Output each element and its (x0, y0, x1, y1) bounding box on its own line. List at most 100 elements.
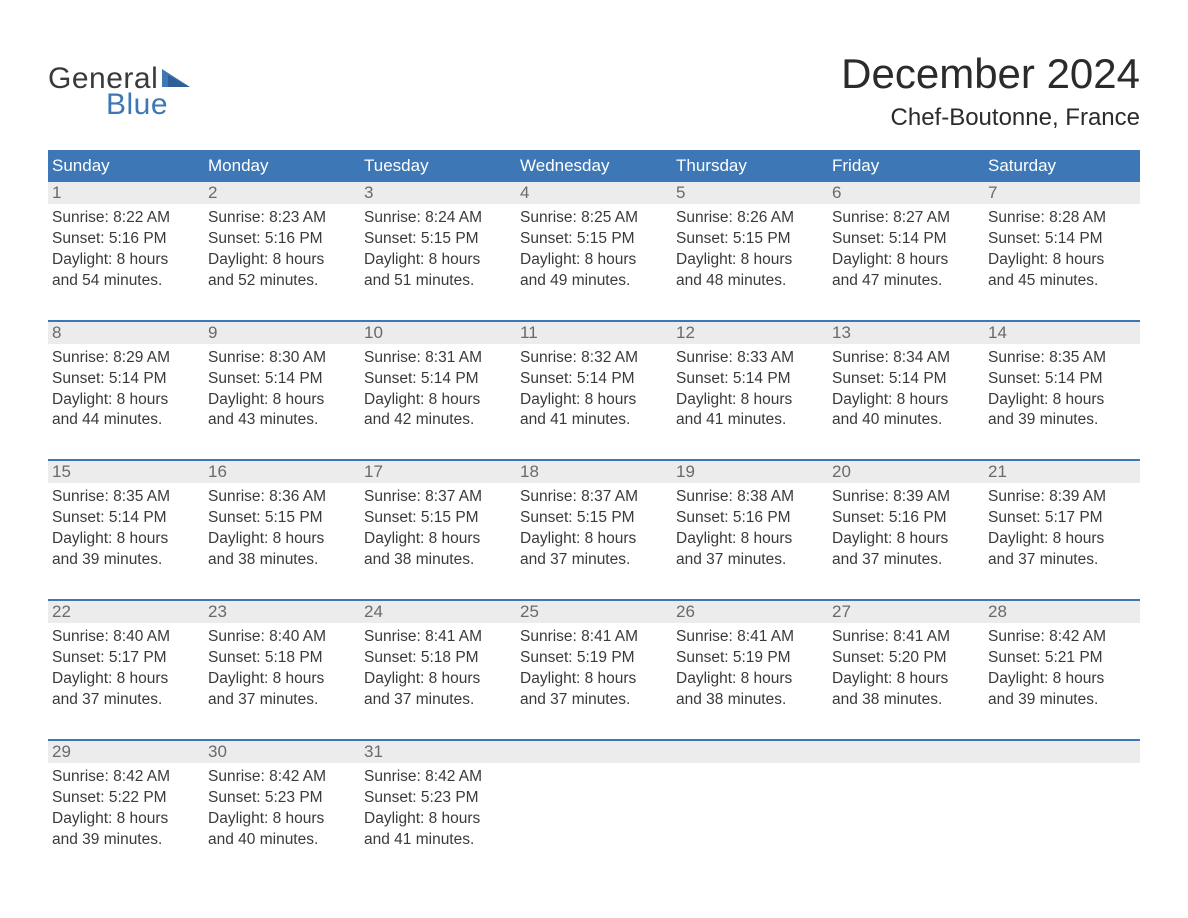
day-number: 30 (204, 741, 360, 763)
day-cell: Sunrise: 8:40 AMSunset: 5:17 PMDaylight:… (48, 623, 204, 740)
sunset-text: Sunset: 5:15 PM (520, 508, 668, 529)
daylight-text-2: and 38 minutes. (364, 550, 512, 571)
day-cell: Sunrise: 8:41 AMSunset: 5:19 PMDaylight:… (672, 623, 828, 740)
daylight-text-2: and 39 minutes. (52, 830, 200, 851)
day-cell: Sunrise: 8:29 AMSunset: 5:14 PMDaylight:… (48, 344, 204, 461)
daylight-text-1: Daylight: 8 hours (832, 390, 980, 411)
day-cell: Sunrise: 8:27 AMSunset: 5:14 PMDaylight:… (828, 204, 984, 321)
sunrise-text: Sunrise: 8:37 AM (364, 487, 512, 508)
day-cell: Sunrise: 8:42 AMSunset: 5:22 PMDaylight:… (48, 763, 204, 861)
day-number: 21 (984, 461, 1140, 483)
sunrise-text: Sunrise: 8:37 AM (520, 487, 668, 508)
daylight-text-2: and 40 minutes. (208, 830, 356, 851)
daylight-text-1: Daylight: 8 hours (832, 529, 980, 550)
sunset-text: Sunset: 5:14 PM (208, 369, 356, 390)
daylight-text-2: and 42 minutes. (364, 410, 512, 431)
day-cell: Sunrise: 8:33 AMSunset: 5:14 PMDaylight:… (672, 344, 828, 461)
sunrise-text: Sunrise: 8:42 AM (988, 627, 1136, 648)
day-number (828, 741, 984, 763)
logo-text-bottom: Blue (106, 88, 190, 122)
daylight-text-2: and 54 minutes. (52, 271, 200, 292)
calendar-table: Sunday Monday Tuesday Wednesday Thursday… (48, 150, 1140, 860)
day-number: 9 (204, 322, 360, 344)
day-data-row: Sunrise: 8:42 AMSunset: 5:22 PMDaylight:… (48, 763, 1140, 861)
daynum-row: 891011121314 (48, 322, 1140, 344)
daylight-text-2: and 48 minutes. (676, 271, 824, 292)
day-number (672, 741, 828, 763)
sunset-text: Sunset: 5:23 PM (208, 788, 356, 809)
day-cell: Sunrise: 8:40 AMSunset: 5:18 PMDaylight:… (204, 623, 360, 740)
day-number: 16 (204, 461, 360, 483)
sunset-text: Sunset: 5:14 PM (988, 229, 1136, 250)
sunrise-text: Sunrise: 8:27 AM (832, 208, 980, 229)
day-number: 22 (48, 601, 204, 623)
day-data-row: Sunrise: 8:40 AMSunset: 5:17 PMDaylight:… (48, 623, 1140, 740)
col-monday: Monday (204, 150, 360, 182)
sunrise-text: Sunrise: 8:38 AM (676, 487, 824, 508)
col-wednesday: Wednesday (516, 150, 672, 182)
day-cell (984, 763, 1140, 861)
day-cell: Sunrise: 8:31 AMSunset: 5:14 PMDaylight:… (360, 344, 516, 461)
day-cell: Sunrise: 8:26 AMSunset: 5:15 PMDaylight:… (672, 204, 828, 321)
day-data-row: Sunrise: 8:22 AMSunset: 5:16 PMDaylight:… (48, 204, 1140, 321)
daylight-text-2: and 49 minutes. (520, 271, 668, 292)
sunrise-text: Sunrise: 8:41 AM (364, 627, 512, 648)
day-number: 11 (516, 322, 672, 344)
day-data-row: Sunrise: 8:35 AMSunset: 5:14 PMDaylight:… (48, 483, 1140, 600)
daylight-text-1: Daylight: 8 hours (52, 529, 200, 550)
sunset-text: Sunset: 5:22 PM (52, 788, 200, 809)
sunset-text: Sunset: 5:15 PM (364, 229, 512, 250)
daylight-text-1: Daylight: 8 hours (988, 390, 1136, 411)
day-number: 27 (828, 601, 984, 623)
day-cell: Sunrise: 8:41 AMSunset: 5:18 PMDaylight:… (360, 623, 516, 740)
calendar-header-row: Sunday Monday Tuesday Wednesday Thursday… (48, 150, 1140, 182)
sunset-text: Sunset: 5:15 PM (676, 229, 824, 250)
daylight-text-1: Daylight: 8 hours (52, 250, 200, 271)
sunset-text: Sunset: 5:15 PM (208, 508, 356, 529)
daylight-text-2: and 37 minutes. (364, 690, 512, 711)
sunrise-text: Sunrise: 8:30 AM (208, 348, 356, 369)
sunset-text: Sunset: 5:16 PM (676, 508, 824, 529)
day-cell: Sunrise: 8:42 AMSunset: 5:23 PMDaylight:… (204, 763, 360, 861)
day-cell: Sunrise: 8:24 AMSunset: 5:15 PMDaylight:… (360, 204, 516, 321)
day-number: 12 (672, 322, 828, 344)
daylight-text-1: Daylight: 8 hours (364, 669, 512, 690)
daylight-text-2: and 37 minutes. (832, 550, 980, 571)
day-number: 17 (360, 461, 516, 483)
daynum-row: 15161718192021 (48, 461, 1140, 483)
daylight-text-2: and 47 minutes. (832, 271, 980, 292)
day-number: 2 (204, 182, 360, 204)
daylight-text-1: Daylight: 8 hours (364, 529, 512, 550)
day-cell (672, 763, 828, 861)
sunset-text: Sunset: 5:17 PM (52, 648, 200, 669)
day-number (984, 741, 1140, 763)
sunset-text: Sunset: 5:14 PM (52, 369, 200, 390)
sunrise-text: Sunrise: 8:31 AM (364, 348, 512, 369)
header: General Blue December 2024 Chef-Boutonne… (48, 50, 1140, 132)
daylight-text-2: and 38 minutes. (676, 690, 824, 711)
sunrise-text: Sunrise: 8:25 AM (520, 208, 668, 229)
sunset-text: Sunset: 5:15 PM (520, 229, 668, 250)
page: General Blue December 2024 Chef-Boutonne… (0, 0, 1188, 900)
daylight-text-2: and 39 minutes. (52, 550, 200, 571)
day-number: 29 (48, 741, 204, 763)
day-cell (828, 763, 984, 861)
day-cell: Sunrise: 8:22 AMSunset: 5:16 PMDaylight:… (48, 204, 204, 321)
day-number: 26 (672, 601, 828, 623)
day-number: 4 (516, 182, 672, 204)
daylight-text-2: and 39 minutes. (988, 410, 1136, 431)
daylight-text-1: Daylight: 8 hours (52, 390, 200, 411)
daylight-text-2: and 44 minutes. (52, 410, 200, 431)
sunrise-text: Sunrise: 8:26 AM (676, 208, 824, 229)
day-cell: Sunrise: 8:36 AMSunset: 5:15 PMDaylight:… (204, 483, 360, 600)
daylight-text-1: Daylight: 8 hours (676, 669, 824, 690)
day-number: 13 (828, 322, 984, 344)
sunrise-text: Sunrise: 8:40 AM (52, 627, 200, 648)
daylight-text-2: and 37 minutes. (208, 690, 356, 711)
daylight-text-1: Daylight: 8 hours (364, 809, 512, 830)
sunset-text: Sunset: 5:14 PM (832, 229, 980, 250)
day-number: 31 (360, 741, 516, 763)
sunrise-text: Sunrise: 8:40 AM (208, 627, 356, 648)
day-cell: Sunrise: 8:32 AMSunset: 5:14 PMDaylight:… (516, 344, 672, 461)
day-cell: Sunrise: 8:37 AMSunset: 5:15 PMDaylight:… (360, 483, 516, 600)
